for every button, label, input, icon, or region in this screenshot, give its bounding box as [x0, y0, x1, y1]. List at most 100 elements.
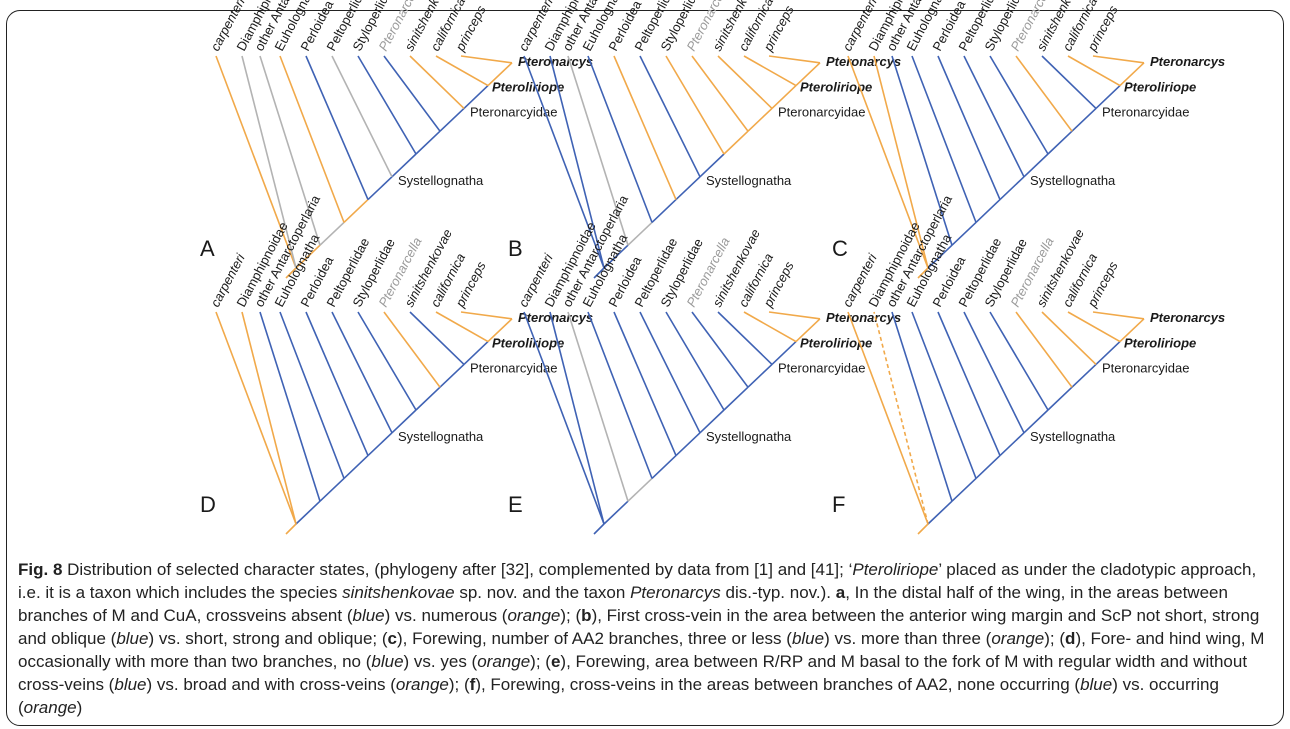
tip-branch	[357, 311, 417, 411]
caption-segment: blue	[791, 629, 825, 648]
tip-branch	[523, 55, 605, 269]
clade-label-pteronarcyidae: Pteronarcyidae	[470, 104, 557, 119]
clade-label-pteroliriope: Pteroliriope	[492, 336, 564, 351]
tip-branch	[613, 311, 677, 456]
caption-segment: ) vs. yes (	[403, 652, 478, 671]
root-branch	[285, 267, 297, 279]
internal-branch	[747, 107, 773, 132]
caption-segment: ) vs. numerous (	[384, 606, 508, 625]
clade-label-systellognatha: Systellognatha	[1030, 173, 1116, 188]
tip-branch	[523, 311, 605, 525]
internal-branch	[651, 199, 677, 223]
tip-branch	[891, 311, 953, 502]
tip-branch	[1041, 55, 1097, 109]
caption-segment: f	[469, 675, 476, 694]
tip-branch	[911, 311, 977, 479]
tip-branch	[435, 311, 489, 343]
tip-branch	[460, 311, 513, 320]
internal-branch	[295, 500, 321, 525]
root-branch	[917, 267, 929, 279]
caption-segment: ) vs. broad and with cross-veins (	[146, 675, 396, 694]
internal-branch	[927, 500, 953, 525]
tip-branch	[613, 55, 677, 200]
tip-branch	[460, 55, 513, 64]
tip-branch	[989, 55, 1049, 155]
internal-branch	[999, 432, 1025, 457]
panel-letter: B	[508, 236, 523, 261]
tip-branch	[717, 311, 773, 365]
clade-label-pteronarcys: Pteronarcys	[518, 310, 593, 325]
caption-segment: ’ placed as under the cladotypic approac…	[18, 560, 1257, 602]
caption-segment: dis.-typ. nov.).	[720, 583, 836, 602]
tip-branch	[409, 311, 465, 365]
tip-branch	[549, 311, 605, 525]
internal-branch	[795, 62, 821, 87]
panel-letter: A	[200, 236, 215, 261]
tip-branch	[963, 311, 1025, 434]
internal-branch	[1071, 363, 1097, 388]
tip-branch	[357, 55, 417, 155]
tip-branch	[241, 311, 297, 525]
caption-segment: ); (	[448, 675, 470, 694]
internal-branch	[747, 363, 773, 388]
internal-branch	[1047, 386, 1073, 411]
internal-branch	[487, 318, 513, 343]
tip-branch	[1092, 55, 1145, 64]
internal-branch	[391, 153, 417, 178]
tip-branch	[215, 55, 297, 269]
internal-branch	[603, 244, 629, 269]
clade-label-pteronarcyidae: Pteronarcyidae	[778, 360, 865, 375]
clade-label-pteronarcyidae: Pteronarcyidae	[1102, 360, 1189, 375]
internal-branch	[1023, 409, 1049, 434]
root-branch	[917, 523, 929, 535]
internal-branch	[1071, 107, 1097, 132]
tip-branch	[911, 55, 977, 223]
clade-label-pteroliriope: Pteroliriope	[1124, 336, 1196, 351]
internal-branch	[295, 244, 321, 269]
caption-segment: )	[76, 698, 83, 717]
internal-branch	[627, 221, 653, 246]
internal-branch	[487, 62, 513, 87]
internal-branch	[975, 199, 1001, 223]
internal-branch	[999, 176, 1025, 201]
tip-branch	[305, 55, 369, 200]
tip-branch	[587, 311, 653, 479]
internal-branch	[951, 477, 977, 502]
tip-branch	[691, 55, 749, 132]
internal-branch	[343, 455, 369, 479]
internal-branch	[391, 409, 417, 434]
tip-branch	[305, 311, 369, 456]
caption-segment: ); (	[1044, 629, 1066, 648]
caption-segment: a	[835, 583, 846, 602]
clade-label-pteronarcys: Pteronarcys	[826, 54, 901, 69]
internal-branch	[439, 363, 465, 388]
caption-segment: blue	[116, 629, 149, 648]
caption-segment: orange	[507, 606, 561, 625]
tip-branch	[639, 311, 701, 434]
internal-branch	[319, 221, 345, 246]
clade-label-pteroliriope: Pteroliriope	[800, 80, 872, 95]
root-branch	[593, 523, 605, 535]
caption-segment: Pteroliriope	[852, 560, 939, 579]
caption-segment: orange	[991, 629, 1045, 648]
caption-segment: sinitshenkovae	[342, 583, 455, 602]
tip-branch	[743, 55, 797, 87]
internal-branch	[699, 153, 725, 178]
tip-branch	[1067, 55, 1121, 87]
tip-branch	[937, 311, 1001, 456]
internal-branch	[439, 107, 465, 132]
caption-segment: blue	[114, 675, 147, 694]
caption-segment: blue	[371, 652, 404, 671]
caption-segment: Distribution of selected character state…	[62, 560, 853, 579]
caption-segment: orange	[395, 675, 449, 694]
internal-branch	[1119, 62, 1145, 87]
tip-branch	[1041, 311, 1097, 365]
tip-branch	[1015, 55, 1073, 132]
internal-branch	[723, 386, 749, 411]
tip-branch	[873, 55, 929, 269]
tip-branch	[409, 55, 465, 109]
internal-branch	[367, 176, 393, 201]
clade-label-systellognatha: Systellognatha	[1030, 429, 1116, 444]
root-branch	[593, 267, 605, 279]
